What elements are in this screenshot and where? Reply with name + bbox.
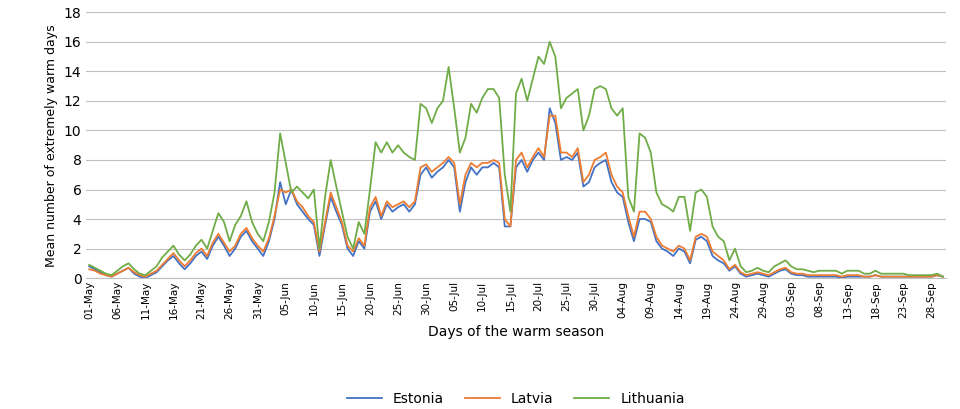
Latvia [696,231,708,236]
Line: Estonia: Estonia [89,108,943,278]
Estonia [937,274,948,279]
Estonia [139,276,151,281]
Estonia [466,165,477,170]
Latvia [803,273,814,278]
Estonia [202,256,213,261]
Legend: Estonia, Latvia, Lithuania: Estonia, Latvia, Lithuania [342,386,690,409]
Lithuania [931,271,943,276]
Latvia [937,274,948,279]
Lithuania [460,135,471,140]
Latvia [909,274,921,279]
Line: Latvia: Latvia [89,116,943,276]
Lithuania [937,274,948,279]
Estonia [145,273,156,278]
Lithuania [196,237,207,242]
Latvia [466,160,477,165]
Latvia [106,274,117,279]
Estonia [803,274,814,279]
Latvia [84,267,95,272]
Latvia [145,271,156,276]
X-axis label: Days of the warm season: Days of the warm season [428,325,604,339]
Lithuania [690,190,702,195]
Estonia [696,234,708,239]
Latvia [544,113,556,118]
Estonia [909,274,921,279]
Lithuania [84,263,95,267]
Lithuania [139,273,151,278]
Estonia [84,264,95,269]
Latvia [202,254,213,258]
Estonia [544,106,556,111]
Y-axis label: Mean number of extremely warm days: Mean number of extremely warm days [45,24,59,267]
Lithuania [544,39,556,44]
Line: Lithuania: Lithuania [89,42,943,276]
Lithuania [797,267,808,272]
